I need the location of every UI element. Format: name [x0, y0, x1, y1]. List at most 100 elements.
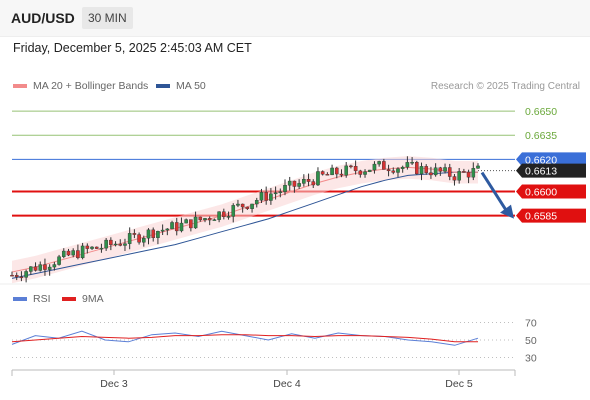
candle-body [367, 169, 372, 172]
candle-body [19, 276, 24, 279]
candle-body [302, 179, 306, 184]
bollinger-layer [11, 156, 478, 284]
candle-body [47, 266, 52, 270]
candle-body [85, 245, 90, 249]
candle-body [137, 234, 141, 243]
candle-body [123, 243, 127, 246]
candle-body [344, 165, 349, 176]
level-0-6620-label: 0.6620 [525, 154, 557, 166]
candle-body [476, 165, 480, 169]
rsi-level-label-50: 50 [525, 335, 537, 347]
level-0-6600-tag [516, 184, 586, 199]
candle-body [410, 162, 414, 164]
candle-body [184, 219, 188, 224]
chart-datetime: Friday, December 5, 2025 2:45:03 AM CET [13, 41, 252, 55]
ma20-line [11, 166, 478, 273]
candle-body [33, 266, 38, 271]
rsi-layer: 70 50 30 [11, 317, 537, 365]
legend-ma20-label: MA 20 + Bollinger Bands [33, 80, 149, 92]
candle-body [151, 229, 156, 238]
candle-body [372, 163, 377, 171]
chart-header: AUD/USD 30 MIN [0, 0, 590, 37]
x-tick-label: Dec 4 [273, 378, 301, 390]
candle-body [424, 166, 429, 173]
ma50-line [11, 171, 478, 279]
candle-body [29, 266, 33, 272]
candle-body [433, 167, 438, 176]
candle-body [198, 216, 203, 221]
candle-body [325, 174, 330, 176]
candle-body [250, 203, 254, 209]
candle-body [24, 271, 28, 278]
rsi-level-label-30: 30 [525, 353, 537, 365]
candle-body [43, 264, 47, 270]
candle-body [132, 233, 137, 235]
candle-body [222, 211, 226, 217]
legend-rsi-label: RSI [33, 293, 51, 305]
candle-body [349, 165, 353, 168]
candle-body [193, 216, 198, 229]
candle-body [189, 219, 193, 229]
forecast-arrow-head [500, 204, 514, 219]
candle-body [38, 264, 43, 271]
candle-body [226, 216, 231, 218]
bollinger-band [12, 156, 478, 284]
candle-body [306, 179, 311, 182]
timeframe-button[interactable]: 30 MIN [82, 7, 133, 29]
candle-body [94, 246, 99, 249]
candle-body [382, 161, 386, 170]
candle-body [391, 170, 396, 173]
candle-body [377, 161, 381, 165]
candle-body [471, 168, 476, 178]
candle-body [90, 246, 94, 249]
candle-body [203, 218, 207, 221]
candle-body [447, 167, 452, 177]
candle-body [179, 222, 184, 232]
symbol-title: AUD/USD [11, 10, 75, 26]
level-0-6600-label: 0.6600 [525, 187, 557, 199]
candle-body [334, 167, 339, 175]
legend-9ma: 9MA [62, 293, 104, 305]
candle-body [217, 211, 221, 220]
rsi-ma-swatch [62, 297, 76, 302]
candle-body [400, 166, 405, 169]
level-0-6650-label: 0.6650 [525, 106, 557, 118]
candle-body [466, 171, 471, 178]
candle-body [419, 166, 424, 175]
price-layer [10, 156, 514, 283]
candle-body [457, 171, 461, 181]
candle-body [297, 183, 301, 187]
candle-body [273, 192, 278, 195]
candle-body [363, 171, 367, 175]
x-axis-layer: Dec 3 Dec 4 Dec 5 [0, 283, 590, 390]
candle-body [443, 167, 447, 172]
candle-body [113, 243, 118, 246]
candle-body [109, 239, 113, 245]
candle-body [14, 275, 19, 278]
candle-body [207, 218, 212, 221]
candle-body [353, 166, 358, 172]
candle-body [170, 222, 174, 230]
candle-body [316, 171, 320, 186]
candle-body [396, 168, 400, 173]
level-0-6635-label: 0.6635 [525, 130, 557, 142]
candle-body [52, 264, 57, 268]
candle-body [254, 200, 259, 205]
candle-body [415, 162, 419, 175]
candle-body [99, 247, 104, 250]
legend-ma50: MA 50 [156, 80, 206, 92]
legend-9ma-label: 9MA [82, 293, 104, 305]
candle-body [386, 169, 391, 172]
legend-rsi: RSI [13, 293, 51, 305]
candle-body [330, 167, 334, 176]
candle-body [236, 203, 240, 206]
candle-body [292, 180, 297, 187]
rsi-swatch [13, 297, 27, 302]
candle-body [165, 228, 170, 231]
candle-body [10, 274, 14, 277]
candle-body [283, 185, 287, 192]
rsi-line [11, 330, 479, 346]
candle-body [127, 233, 132, 244]
